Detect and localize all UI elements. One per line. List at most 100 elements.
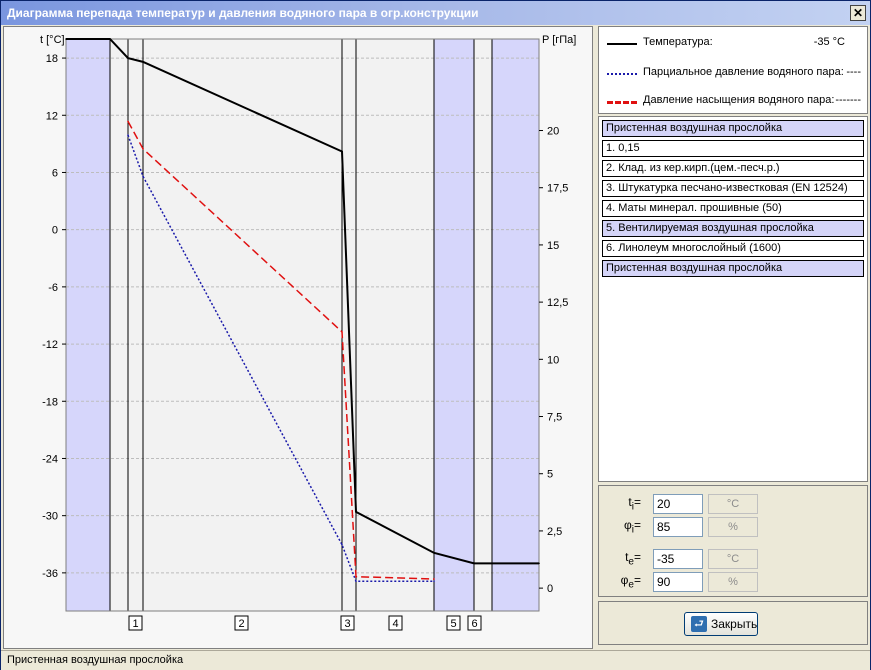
legend-partial-pressure-label: Парциальное давление водяного пара:	[643, 66, 844, 78]
status-text: Пристенная воздушная прослойка	[7, 654, 184, 666]
plot-frame	[65, 38, 540, 612]
air-gap-band	[66, 39, 110, 611]
layer-outer-air[interactable]: Пристенная воздушная прослойка	[602, 260, 864, 277]
legend-temperature-value: -35 °C	[813, 36, 845, 48]
layer-marker-box	[446, 615, 461, 631]
left-tick-label: 6	[52, 167, 58, 179]
right-tick-label: 10	[547, 354, 559, 366]
layer-marker-box	[388, 615, 403, 631]
legend-saturation-pressure-label: Давление насыщения водяного пара:	[643, 94, 835, 106]
te-label: te=	[625, 550, 641, 568]
legend-partial-pressure-value: ----	[846, 66, 861, 78]
left-axis-label: t [°C]	[40, 34, 65, 46]
series-point	[65, 38, 67, 40]
button-panel: ⮐ Закрыть	[598, 601, 868, 645]
phie-label: φe=	[620, 573, 641, 591]
layer-4[interactable]: 4. Маты минерал. прошивные (50)	[602, 200, 864, 217]
series-line-1	[66, 38, 539, 565]
layer-marker-label: 4	[392, 618, 398, 630]
series-point	[127, 120, 129, 123]
layer-6[interactable]: 6. Линолеум многослойный (1600)	[602, 240, 864, 257]
series-point	[341, 150, 343, 153]
layer-marker-label: 3	[344, 618, 350, 630]
layer-3[interactable]: 3. Штукатурка песчано-известковая (EN 12…	[602, 180, 864, 197]
right-tick-label: 17,5	[547, 183, 568, 195]
window-title: Диаграмма перепада температур и давления…	[7, 6, 479, 20]
dashed-line-icon	[607, 101, 637, 104]
dotted-line-icon	[607, 73, 637, 75]
legend-saturation-pressure-value: -------	[835, 94, 861, 106]
legend-temperature-label: Температура:	[643, 36, 713, 48]
right-tick-label: 12,5	[547, 297, 568, 309]
params-panel: ti= °C φi= % te= °C φe= %	[598, 485, 868, 597]
right-tick-label: 2,5	[547, 526, 562, 538]
ti-label: ti=	[628, 495, 641, 513]
series-point	[433, 580, 435, 583]
close-button[interactable]: ⮐ Закрыть	[684, 612, 758, 636]
series-point	[109, 38, 111, 40]
series-point	[341, 543, 343, 546]
window-close-icon[interactable]: ✕	[850, 5, 866, 21]
title-bar: Диаграмма перепада температур и давления…	[1, 1, 870, 25]
ti-unit: °C	[708, 494, 758, 514]
legend-panel: Температура: -35 °C Парциальное давление…	[598, 26, 868, 114]
layer-marker-box	[234, 615, 249, 631]
diagram-panel: 18 12 6 0 -6 -12 -18 -24 -30 -36 20 17,5 15 12,5 10 7,5…	[3, 26, 593, 649]
te-input[interactable]	[653, 549, 703, 569]
layer-marker-box	[128, 615, 143, 631]
te-unit: °C	[708, 549, 758, 569]
exit-icon: ⮐	[691, 616, 707, 632]
right-tick-label: 7,5	[547, 412, 562, 424]
solid-line-icon	[607, 43, 637, 45]
phii-label: φi=	[623, 518, 641, 536]
series-point	[491, 562, 493, 565]
series-point	[142, 175, 144, 178]
close-button-label: Закрыть	[711, 617, 758, 631]
layer-5[interactable]: 5. Вентилируемая воздушная прослойка	[602, 220, 864, 237]
layer-marker-box	[340, 615, 355, 631]
phii-unit: %	[708, 517, 758, 537]
left-tick-label: -18	[42, 396, 58, 408]
left-tick-label: -12	[42, 339, 58, 351]
layer-marker-label: 6	[471, 618, 477, 630]
series-point	[142, 61, 144, 63]
left-tick-label: 0	[52, 225, 58, 237]
layers-list: Пристенная воздушная прослойка 1. 0,15 2…	[598, 116, 868, 482]
left-tick-label: -36	[42, 568, 58, 580]
right-tick-label: 5	[547, 469, 553, 481]
layer-inner-air[interactable]: Пристенная воздушная прослойка	[602, 120, 864, 137]
status-bar: Пристенная воздушная прослойка	[1, 650, 870, 670]
layer-marker-label: 1	[132, 618, 138, 630]
legend-partial-pressure: Парциальное давление водяного пара: ----	[603, 66, 865, 82]
series-line-2	[127, 134, 434, 583]
phii-input[interactable]	[653, 517, 703, 537]
series-point	[142, 148, 144, 150]
layer-marker-label: 2	[238, 618, 244, 630]
series-point	[433, 578, 435, 580]
left-tick-label: -6	[48, 282, 58, 294]
layer-2[interactable]: 2. Клад. из кер.кирп.(цем.-песч.р.)	[602, 160, 864, 177]
series-point	[355, 580, 357, 583]
series-point	[473, 562, 475, 565]
series-point	[127, 57, 129, 59]
layer-marker-label: 5	[450, 618, 456, 630]
air-gap-band	[434, 39, 474, 611]
right-tick-label: 0	[547, 583, 553, 595]
right-axis-label: P [гПа]	[542, 34, 576, 46]
phie-input[interactable]	[653, 572, 703, 592]
layer-1[interactable]: 1. 0,15	[602, 140, 864, 157]
layer-marker-box	[467, 615, 482, 631]
air-gap-band	[492, 39, 539, 611]
right-tick-label: 20	[547, 126, 559, 138]
ti-input[interactable]	[653, 494, 703, 514]
series-point	[355, 511, 357, 513]
legend-temperature: Температура: -35 °C	[603, 36, 865, 52]
left-tick-label: -24	[42, 453, 58, 465]
series-point	[127, 134, 129, 136]
left-tick-label: 18	[46, 53, 58, 65]
diagram-chart: 181260-6-12-18-24-30-362017,51512,5107,5…	[40, 34, 576, 631]
left-tick-label: -30	[42, 511, 58, 523]
left-tick-label: 12	[46, 110, 58, 122]
series-point	[355, 575, 357, 578]
